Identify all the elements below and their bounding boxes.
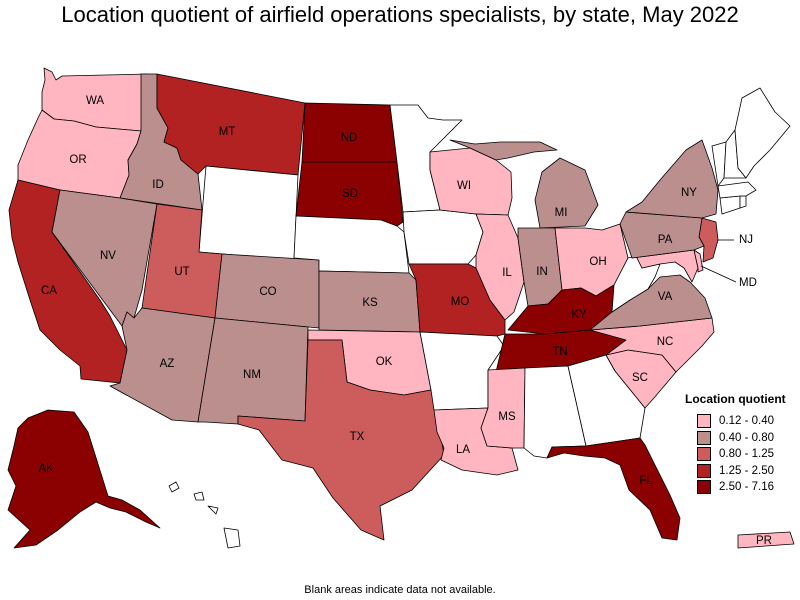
state-mo: [408, 263, 506, 337]
legend-label: 2.50 - 7.16: [719, 481, 774, 494]
state-label-mo: MO: [451, 296, 470, 308]
state-hi: [168, 481, 241, 549]
state-label-ut: UT: [174, 266, 189, 278]
legend-swatch: [697, 430, 711, 445]
state-label-mi: MI: [555, 207, 568, 219]
state-pa: [619, 211, 705, 259]
state-label-va: VA: [658, 291, 673, 303]
state-label-az: AZ: [160, 358, 175, 370]
state-label-sd: SD: [342, 188, 358, 200]
state-label-ca: CA: [41, 285, 57, 297]
state-label-ms: MS: [498, 411, 516, 423]
state-label-id: ID: [152, 179, 164, 191]
state-label-oh: OH: [589, 256, 606, 268]
state-label-mt: MT: [219, 126, 236, 138]
legend-swatch: [697, 447, 711, 462]
footnote: Blank areas indicate data not available.: [304, 584, 496, 596]
state-label-ok: OK: [376, 356, 393, 368]
state-label-pa: PA: [658, 234, 673, 246]
state-ma: [717, 181, 757, 199]
state-label-nj: NJ: [739, 234, 753, 246]
state-label-il: IL: [502, 267, 512, 279]
state-label-fl: FL: [639, 475, 653, 487]
legend-items: 0.12 - 0.40 0.40 - 0.80 0.80 - 1.25 1.25 - …: [685, 413, 786, 496]
state-label-or: OR: [69, 154, 86, 166]
state-label-ny: NY: [681, 187, 697, 199]
state-ak: [7, 409, 161, 549]
state-label-md: MD: [739, 277, 757, 289]
state-me: [734, 87, 791, 179]
state-ct: [719, 195, 741, 215]
state-il: [475, 213, 525, 321]
state-label-sc: SC: [632, 372, 648, 384]
legend-title: Location quotient: [685, 392, 786, 406]
state-label-nc: NC: [657, 336, 674, 348]
map-title: Location quotient of airfield operations…: [61, 2, 739, 27]
state-label-pr: PR: [756, 535, 772, 547]
state-label-wi: WI: [457, 180, 471, 192]
state-label-nv: NV: [100, 250, 116, 262]
state-label-nm: NM: [243, 369, 261, 381]
leader-lines-layer: [700, 239, 737, 283]
state-label-nd: ND: [341, 132, 358, 144]
legend-label: 0.12 - 0.40: [719, 415, 774, 428]
legend-label: 0.80 - 1.25: [719, 448, 774, 461]
legend-swatch: [697, 480, 711, 495]
state-label-tx: TX: [350, 431, 365, 443]
state-label-in: IN: [536, 266, 548, 278]
legend-label: 0.40 - 0.80: [719, 431, 774, 444]
state-pr: [737, 531, 795, 549]
state-ri: [739, 195, 747, 209]
state-wy: [198, 165, 299, 261]
state-ny: [625, 139, 719, 219]
state-nj: [698, 217, 719, 263]
legend-item: 0.80 - 1.25: [685, 446, 786, 463]
legend-item: 0.40 - 0.80: [685, 430, 786, 447]
legend-item: 0.12 - 0.40: [685, 413, 786, 430]
state-mt: [156, 73, 306, 176]
legend: Location quotient 0.12 - 0.40 0.40 - 0.80…: [685, 392, 786, 496]
state-label-co: CO: [259, 286, 276, 298]
state-fl: [546, 437, 681, 541]
state-labels-layer: WA OR CA ID NV MT UT AZ CO NM ND SD KS OK TX MO LA WI IL MI…: [38, 95, 772, 547]
state-tx: [237, 339, 445, 541]
state-ms: [480, 367, 526, 449]
legend-label: 1.25 - 2.50: [719, 464, 774, 477]
state-ia: [402, 209, 484, 265]
state-label-tn: TN: [552, 346, 567, 358]
state-label-ky: KY: [571, 309, 587, 321]
state-de: [693, 249, 704, 273]
legend-item: 1.25 - 2.50: [685, 463, 786, 480]
state-label-la: LA: [456, 444, 470, 456]
legend-swatch: [697, 414, 711, 429]
states-layer: [7, 67, 795, 549]
state-label-ak: AK: [38, 463, 54, 475]
state-ca: [8, 179, 128, 384]
state-label-wa: WA: [86, 95, 104, 107]
legend-swatch: [697, 463, 711, 478]
legend-item: 2.50 - 7.16: [685, 479, 786, 496]
leader-line-md: [700, 265, 737, 283]
state-label-ks: KS: [362, 297, 378, 309]
state-mi: [449, 139, 599, 229]
